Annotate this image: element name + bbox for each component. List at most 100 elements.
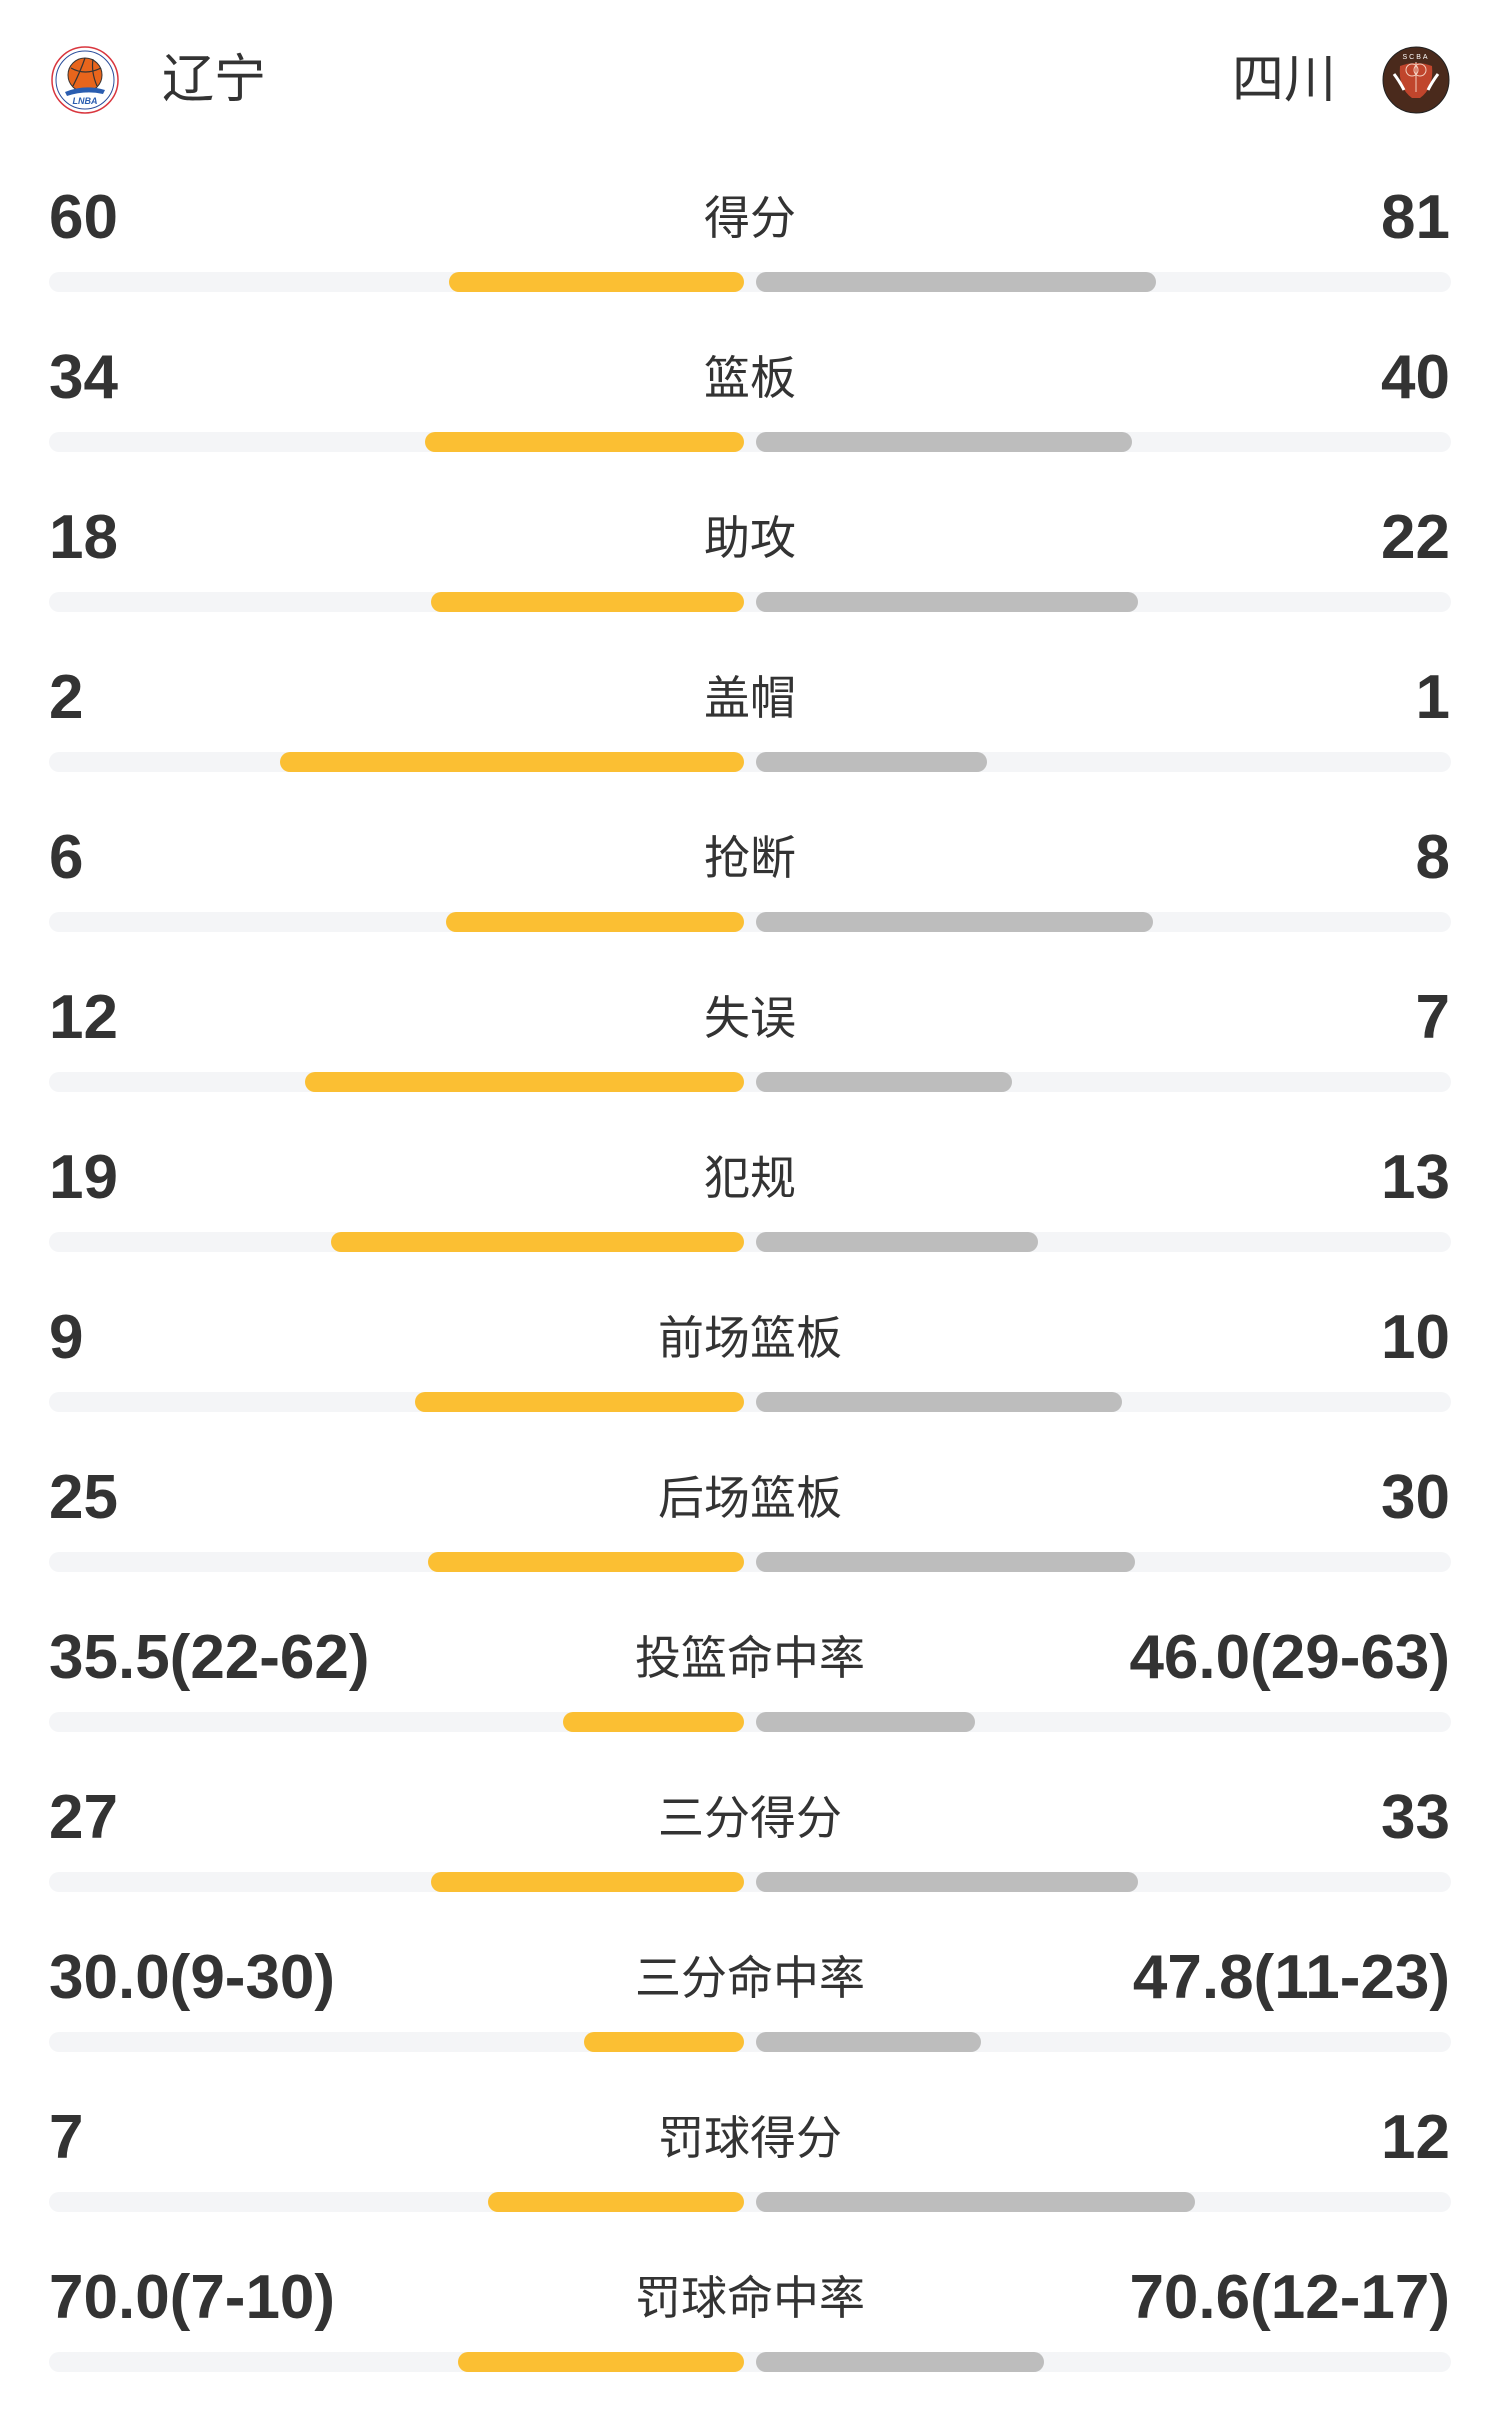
away-stat-bar	[756, 592, 1138, 612]
away-stat-value: 10	[1381, 1303, 1450, 1372]
stat-bar-track	[49, 1872, 1451, 1892]
home-stat-bar	[458, 2352, 744, 2372]
stat-row: 30.0(9-30) 三分命中率 47.8(11-23)	[0, 1946, 1500, 2106]
away-stat-value: 12	[1381, 2103, 1450, 2172]
stat-label: 三分命中率	[635, 1951, 865, 2005]
stat-bar-track	[49, 912, 1451, 932]
home-stat-bar	[449, 272, 744, 292]
home-stat-bar	[584, 2032, 744, 2052]
stat-label: 助攻	[704, 511, 796, 565]
stat-label: 得分	[704, 191, 796, 245]
home-stat-value: 7	[49, 2103, 84, 2172]
stat-row: 7 罚球得分 12	[0, 2106, 1500, 2266]
stat-row: 70.0(7-10) 罚球命中率 70.6(12-17)	[0, 2266, 1500, 2426]
home-stat-bar	[488, 2192, 744, 2212]
stat-row: 9 前场篮板 10	[0, 1306, 1500, 1466]
away-stat-value: 7	[1415, 983, 1450, 1052]
stat-bar-track	[49, 2032, 1451, 2052]
away-stat-value: 40	[1381, 343, 1450, 412]
stat-bar-track	[49, 752, 1451, 772]
home-team-name[interactable]: 辽宁	[162, 50, 267, 110]
stat-row: 35.5(22-62) 投篮命中率 46.0(29-63)	[0, 1626, 1500, 1786]
stat-label: 罚球得分	[658, 2111, 842, 2165]
home-stat-bar	[415, 1392, 744, 1412]
away-stat-bar	[756, 1872, 1138, 1892]
stat-label: 盖帽	[704, 671, 796, 725]
away-team-name[interactable]: 四川	[1231, 50, 1336, 110]
away-stat-bar	[756, 1392, 1122, 1412]
stat-bar-track	[49, 1712, 1451, 1732]
stat-label: 三分得分	[658, 1791, 842, 1845]
stat-row: 27 三分得分 33	[0, 1786, 1500, 1946]
home-stat-bar	[431, 592, 744, 612]
stat-bar-track	[49, 592, 1451, 612]
home-stat-value: 70.0(7-10)	[49, 2263, 336, 2332]
stat-label: 前场篮板	[658, 1311, 842, 1365]
home-stat-value: 35.5(22-62)	[49, 1623, 370, 1692]
stat-label: 罚球命中率	[635, 2271, 865, 2325]
home-stat-value: 60	[49, 183, 118, 252]
home-stat-value: 30.0(9-30)	[49, 1943, 336, 2012]
away-stat-value: 22	[1381, 503, 1450, 572]
stat-bar-track	[49, 1232, 1451, 1252]
away-stat-bar	[756, 432, 1132, 452]
home-stat-value: 6	[49, 823, 84, 892]
stat-label: 失误	[704, 991, 796, 1045]
home-stat-value: 9	[49, 1303, 84, 1372]
stat-bar-track	[49, 432, 1451, 452]
home-stat-value: 2	[49, 663, 84, 732]
svg-text:LNBA: LNBA	[73, 96, 98, 106]
home-stat-bar	[331, 1232, 744, 1252]
stat-label: 后场篮板	[658, 1471, 842, 1525]
away-stat-value: 81	[1381, 183, 1450, 252]
stat-bar-track	[49, 2352, 1451, 2372]
stat-bar-track	[49, 1552, 1451, 1572]
home-stat-value: 12	[49, 983, 118, 1052]
home-stat-bar	[305, 1072, 744, 1092]
stat-label: 抢断	[704, 831, 796, 885]
home-stat-bar	[428, 1552, 744, 1572]
away-stat-value: 13	[1381, 1143, 1450, 1212]
away-stat-value: 8	[1415, 823, 1450, 892]
stat-row: 34 篮板 40	[0, 346, 1500, 506]
stat-bar-track	[49, 1072, 1451, 1092]
away-stat-bar	[756, 2352, 1044, 2372]
away-stat-value: 1	[1415, 663, 1450, 732]
away-stat-bar	[756, 2192, 1195, 2212]
away-stat-bar	[756, 752, 987, 772]
home-stat-bar	[431, 1872, 744, 1892]
stat-row: 2 盖帽 1	[0, 666, 1500, 826]
away-stat-value: 47.8(11-23)	[1132, 1943, 1450, 2012]
home-stat-bar	[425, 432, 744, 452]
liaoning-team-logo[interactable]: LNBA	[51, 46, 119, 114]
sichuan-team-logo[interactable]: SCBA	[1382, 46, 1450, 114]
away-stat-bar	[756, 1232, 1038, 1252]
away-stat-bar	[756, 1552, 1135, 1572]
stat-label: 犯规	[704, 1151, 796, 1205]
away-stat-value: 70.6(12-17)	[1129, 2263, 1450, 2332]
home-stat-value: 18	[49, 503, 118, 572]
stat-label: 篮板	[704, 351, 796, 405]
home-stat-bar	[446, 912, 744, 932]
away-stat-bar	[756, 272, 1156, 292]
home-stat-value: 25	[49, 1463, 118, 1532]
stat-bar-track	[49, 1392, 1451, 1412]
match-header: LNBA 辽宁 四川 SCBA	[0, 0, 1500, 160]
home-stat-bar	[563, 1712, 744, 1732]
stat-row: 19 犯规 13	[0, 1146, 1500, 1306]
stat-row: 18 助攻 22	[0, 506, 1500, 666]
svg-text:SCBA: SCBA	[1402, 54, 1429, 61]
away-stat-bar	[756, 912, 1153, 932]
stat-row: 25 后场篮板 30	[0, 1466, 1500, 1626]
stat-bar-track	[49, 272, 1451, 292]
away-stat-value: 46.0(29-63)	[1129, 1623, 1450, 1692]
stat-label: 投篮命中率	[635, 1631, 865, 1685]
home-stat-value: 27	[49, 1783, 118, 1852]
stat-row: 12 失误 7	[0, 986, 1500, 1146]
stat-bar-track	[49, 2192, 1451, 2212]
away-stat-value: 33	[1381, 1783, 1450, 1852]
home-stat-value: 34	[49, 343, 118, 412]
away-stat-bar	[756, 1712, 975, 1732]
away-stat-bar	[756, 2032, 981, 2052]
away-stat-value: 30	[1381, 1463, 1450, 1532]
